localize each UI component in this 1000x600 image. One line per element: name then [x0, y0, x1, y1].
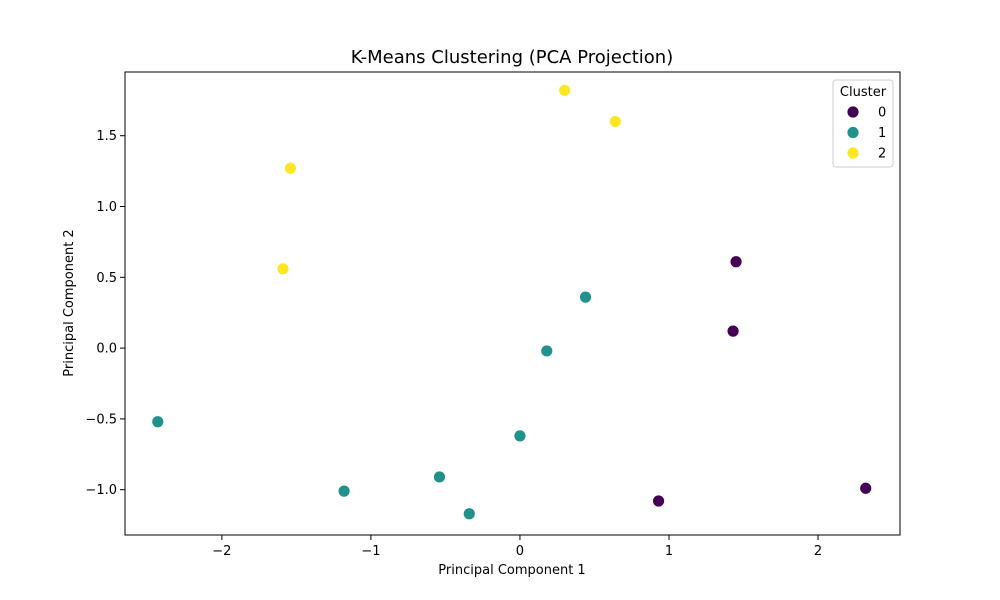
- y-tick-label: 1.0: [96, 200, 117, 215]
- legend-marker-2: [846, 146, 860, 160]
- legend-label-1: 1: [878, 126, 886, 141]
- point-cluster-1-5: [540, 344, 554, 358]
- x-tick-label: 0: [516, 544, 524, 559]
- point-cluster-2-0: [284, 161, 297, 175]
- points-layer: [151, 84, 873, 521]
- x-tick-label: 2: [814, 544, 822, 559]
- legend-label-0: 0: [878, 106, 886, 121]
- y-tick-label: 1.5: [96, 129, 117, 144]
- point-cluster-0-0: [729, 255, 743, 269]
- y-tick-label: 0.0: [96, 342, 117, 357]
- y-tick-label: −1.0: [85, 483, 117, 498]
- point-cluster-0-2: [652, 494, 665, 508]
- y-tick-label: 0.5: [96, 271, 117, 286]
- chart-title: K-Means Clustering (PCA Projection): [351, 47, 674, 68]
- point-cluster-1-3: [462, 507, 476, 521]
- legend-title: Cluster: [840, 85, 887, 100]
- point-cluster-0-1: [726, 324, 740, 338]
- point-cluster-2-3: [608, 115, 622, 128]
- x-axis-label: Principal Component 1: [438, 563, 585, 578]
- point-cluster-1-2: [433, 470, 446, 484]
- legend-marker-1: [846, 126, 860, 139]
- y-axis: −1.0 −0.5 0.0 0.5 1.0 1.5: [85, 129, 125, 498]
- point-cluster-1-1: [337, 484, 351, 498]
- point-cluster-1-0: [151, 415, 165, 429]
- legend-items: 0 1 2: [846, 105, 886, 162]
- legend-label-2: 2: [878, 147, 886, 162]
- legend-box: [832, 79, 894, 168]
- x-axis: −2 −1 0 1 2: [212, 535, 822, 559]
- plot-frame: [124, 71, 901, 536]
- y-tick-label: −0.5: [85, 412, 117, 427]
- point-cluster-1-4: [513, 429, 527, 443]
- x-tick-label: −2: [212, 544, 231, 559]
- legend: Cluster 0 1 2: [832, 79, 894, 168]
- x-tick-label: 1: [665, 544, 673, 559]
- point-cluster-0-3: [859, 481, 873, 495]
- y-axis-label: Principal Component 2: [62, 229, 77, 376]
- point-cluster-1-6: [579, 290, 592, 304]
- point-cluster-2-1: [276, 262, 290, 276]
- legend-marker-0: [846, 105, 860, 119]
- point-cluster-2-2: [558, 84, 572, 97]
- x-tick-label: −1: [361, 544, 380, 559]
